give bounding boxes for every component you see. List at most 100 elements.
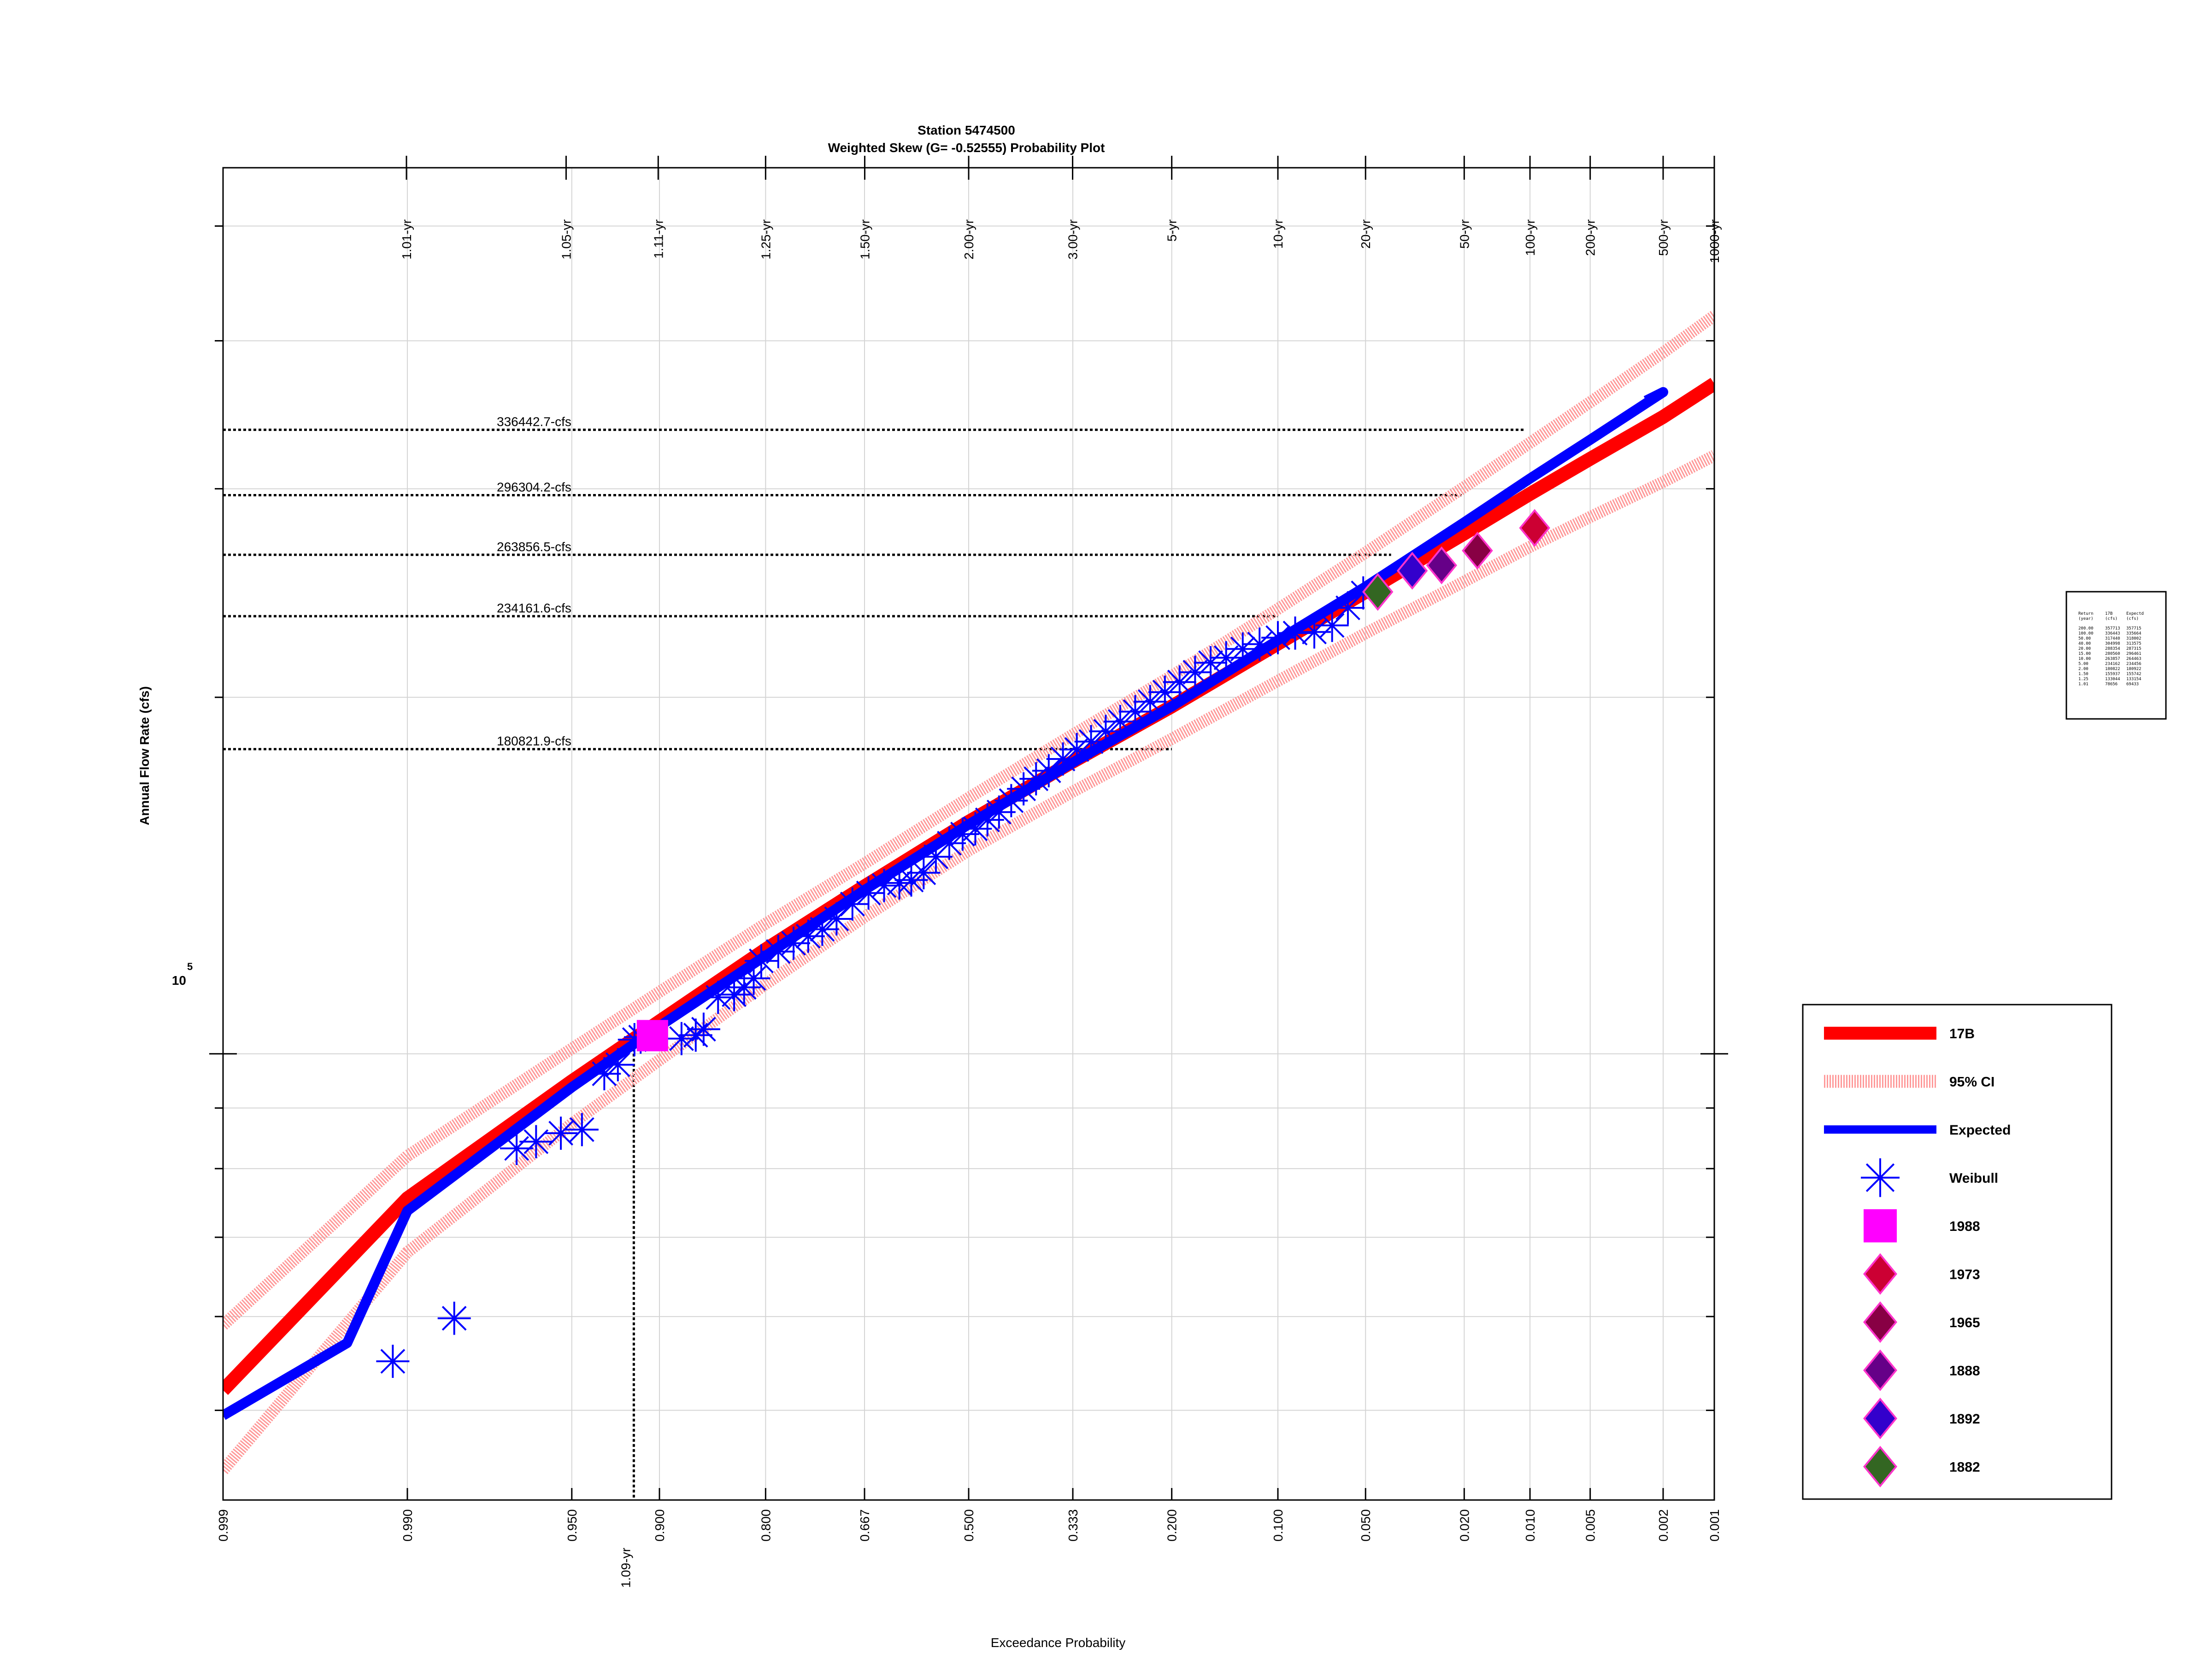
weibull-point <box>1019 762 1053 795</box>
weibull-point <box>1007 772 1041 806</box>
legend-swatch <box>1863 1301 1898 1343</box>
table-cell: 133154 <box>2126 677 2141 682</box>
weibull-point <box>588 1057 621 1091</box>
legend-label: 1888 <box>1949 1364 1980 1379</box>
x-tick-label: 0.500 <box>962 1509 976 1541</box>
weibull-point <box>544 1117 578 1150</box>
weibull-point <box>687 1012 720 1046</box>
flow-annotation-label: 336442.7-cfs <box>497 415 571 429</box>
weibull-point <box>959 812 992 846</box>
table-cell: 296461 <box>2126 652 2141 656</box>
flow-annotation-label: 234161.6-cfs <box>497 601 571 615</box>
legend-swatch <box>1863 1397 1898 1440</box>
table-cell: 264463 <box>2126 657 2141 661</box>
table-header: Return <box>2078 612 2094 616</box>
return-period-label: 1.01-yr <box>400 219 414 259</box>
y-major-tick-exponent: 5 <box>187 961 193 972</box>
weibull-point <box>1133 685 1167 718</box>
ci-band-lower <box>223 450 1714 1474</box>
chart-title: Station 5474500 <box>918 123 1015 137</box>
legend-entry: 1892 <box>1863 1397 1980 1440</box>
table-cell: 280560 <box>2105 652 2120 656</box>
return-period-label: 3.00-yr <box>1066 219 1080 259</box>
return-period-label: 2.00-yr <box>962 219 976 259</box>
legend-label: Expected <box>1949 1123 2011 1138</box>
chart-titles: Station 5474500 Weighted Skew (G= -0.525… <box>828 123 1105 155</box>
legend-swatch <box>1863 1349 1898 1391</box>
table-subheader: (cfs) <box>2105 617 2118 621</box>
table-subheader: (year) <box>2078 617 2094 621</box>
weibull-point <box>1163 665 1196 699</box>
weibull-point <box>519 1125 553 1159</box>
table-cell: 318002 <box>2126 636 2141 641</box>
series-line-expected <box>223 387 1668 1420</box>
weibull-point <box>852 876 885 910</box>
legend-entry: 1888 <box>1863 1349 1980 1391</box>
weibull-point <box>946 817 979 851</box>
return-period-label: 1.11-yr <box>651 219 665 259</box>
y-major-tick-label: 10 <box>172 973 186 988</box>
historic-point-1882 <box>1362 573 1394 611</box>
summary-table: Return 17B Expectd (year) (cfs) (cfs) 200.00 35… <box>2065 591 2167 720</box>
table-cell: 1.50 <box>2078 672 2088 677</box>
annotation-layer: 336442.7-cfs 296304.2-cfs 263856.5-cfs 2341… <box>223 415 1526 1588</box>
weibull-point <box>744 944 778 978</box>
legend-swatch <box>1863 1446 1898 1488</box>
weibull-point <box>437 1301 471 1335</box>
summary-table-frame <box>2065 591 2167 720</box>
table-cell: 357713 <box>2105 626 2120 631</box>
axis-titles: Exceedance Probability Annual Flow Rate … <box>137 686 1125 1650</box>
legend-entry: Weibull <box>1861 1158 1998 1197</box>
return-period-label: 1.05-yr <box>559 219 573 259</box>
legend-entry: 17B <box>1824 1026 1975 1041</box>
table-cell: 200.00 <box>2078 626 2094 631</box>
legend-frame <box>1802 1004 2112 1500</box>
table-cell: 155742 <box>2126 672 2141 677</box>
legend-label: 1892 <box>1949 1412 1980 1427</box>
x-tick-label: 0.333 <box>1066 1509 1080 1541</box>
legend-label: 17B <box>1949 1026 1975 1041</box>
weibull-point <box>1178 655 1212 689</box>
x-tick-label: 0.020 <box>1457 1509 1471 1541</box>
table-cell: 234456 <box>2126 662 2141 666</box>
return-period-label: 50-yr <box>1457 219 1471 249</box>
weibull-point <box>1118 695 1152 729</box>
legend-label: 1973 <box>1949 1267 1980 1282</box>
weibull-point <box>777 926 811 960</box>
flow-annotation-label: 263856.5-cfs <box>497 540 571 554</box>
x-tick-label: 0.990 <box>400 1509 415 1541</box>
return-period-label: 1.50-yr <box>858 219 872 259</box>
weibull-point <box>1089 714 1123 748</box>
x-tick-label: 0.001 <box>1707 1509 1722 1541</box>
table-cell: 357715 <box>2126 626 2141 631</box>
table-cell: 2.00 <box>2078 667 2088 671</box>
flow-annotation-label: 180821.9-cfs <box>497 734 571 748</box>
weibull-point <box>737 962 771 995</box>
weibull-point <box>806 912 839 946</box>
x-tick-label: 0.100 <box>1271 1509 1285 1541</box>
axis-layer: 0.999 0.990 0.950 0.900 0.800 0.667 0.500 0.333… <box>209 156 1728 1541</box>
weibull-point <box>500 1132 534 1165</box>
table-cell: 317440 <box>2105 636 2120 641</box>
weibull-point <box>1046 742 1080 776</box>
table-cell: 263857 <box>2105 657 2120 661</box>
x-tick-label: 0.005 <box>1583 1509 1598 1541</box>
x-tick-label: 0.010 <box>1523 1509 1537 1541</box>
legend-entry: Expected <box>1824 1123 2011 1138</box>
table-header: 17B <box>2105 612 2112 616</box>
table-cell: 133044 <box>2105 677 2120 682</box>
x-axis-title: Exceedance Probability <box>991 1635 1126 1650</box>
table-cell: 287315 <box>2126 647 2141 651</box>
table-cell: 336443 <box>2105 631 2120 636</box>
x-tick-label: 0.050 <box>1359 1509 1373 1541</box>
table-cell: 100.00 <box>2078 631 2094 636</box>
legend-entries: 17B 95% CI Expected Weibull 1988 1973 1965 1888… <box>1824 1026 2011 1488</box>
weibull-point <box>565 1113 599 1147</box>
marker-layer <box>376 509 1550 1378</box>
return-period-label: 100-yr <box>1523 219 1537 256</box>
table-cell: 10.00 <box>2078 657 2091 661</box>
weibull-point <box>1278 616 1312 650</box>
historic-point-1892 <box>1396 552 1428 590</box>
table-cell: 234162 <box>2105 662 2120 666</box>
